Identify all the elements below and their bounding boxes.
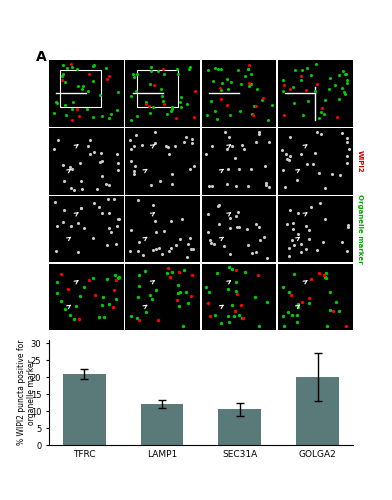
Point — [350, 133, 357, 141]
Point — [284, 43, 290, 51]
Point — [363, 256, 369, 264]
Point — [315, 186, 321, 194]
Text: Organelle marker: Organelle marker — [357, 194, 363, 264]
Point — [389, 71, 392, 79]
Point — [320, 48, 326, 56]
Text: WIPI2: WIPI2 — [357, 150, 363, 172]
Point — [326, 81, 332, 89]
Point — [305, 82, 312, 90]
Text: A: A — [36, 50, 46, 64]
Point — [324, 154, 330, 162]
Bar — [296, 377, 339, 445]
Point — [203, 125, 209, 133]
Point — [358, 164, 365, 172]
Bar — [141, 404, 183, 445]
Title: SEC31A: SEC31A — [220, 50, 258, 59]
Point — [386, 105, 392, 113]
Point — [374, 38, 381, 46]
Point — [145, 124, 151, 132]
Point — [193, 24, 200, 32]
Point — [373, 84, 379, 92]
Point — [273, 153, 279, 161]
Point — [283, 102, 289, 110]
Title: LAMP1: LAMP1 — [145, 50, 180, 59]
Point — [344, 58, 350, 66]
Point — [261, 180, 268, 188]
Point — [287, 201, 293, 209]
Point — [346, 126, 352, 134]
Point — [331, 68, 337, 76]
Point — [292, 44, 299, 52]
Point — [307, 20, 314, 28]
Point — [315, 119, 321, 127]
Title: GOLGA2: GOLGA2 — [295, 50, 336, 59]
Bar — [63, 374, 105, 445]
Title: TFRC: TFRC — [73, 50, 99, 59]
Point — [356, 148, 363, 156]
Point — [214, 164, 220, 172]
Y-axis label: % WIPI2 puncta positive for
organelle marker: % WIPI2 puncta positive for organelle ma… — [17, 340, 36, 445]
Bar — [218, 410, 261, 445]
Point — [223, 32, 230, 40]
Point — [228, 98, 234, 106]
Point — [310, 164, 316, 172]
Point — [277, 124, 283, 132]
Point — [352, 187, 359, 195]
